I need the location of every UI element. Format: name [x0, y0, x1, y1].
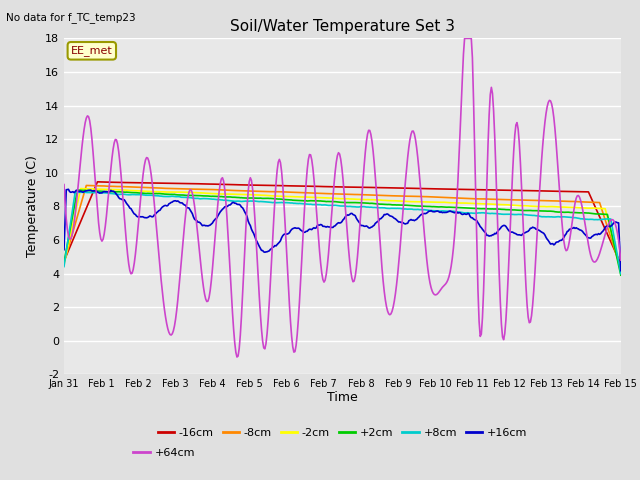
- -8cm: [617, 265, 625, 271]
- +16cm: [605, 223, 612, 228]
- +8cm: [518, 212, 525, 217]
- +8cm: [605, 216, 612, 222]
- -8cm: [60, 260, 68, 266]
- +64cm: [617, 257, 625, 263]
- +16cm: [329, 225, 337, 230]
- +16cm: [617, 268, 625, 274]
- -8cm: [83, 182, 90, 188]
- +16cm: [518, 232, 525, 238]
- +2cm: [605, 216, 612, 222]
- -16cm: [518, 188, 525, 193]
- -16cm: [617, 261, 625, 267]
- +64cm: [519, 209, 527, 215]
- -8cm: [393, 193, 401, 199]
- -16cm: [605, 234, 612, 240]
- +8cm: [326, 203, 333, 208]
- -8cm: [326, 191, 333, 196]
- +8cm: [60, 264, 68, 269]
- -16cm: [362, 184, 370, 190]
- -16cm: [60, 258, 68, 264]
- +2cm: [518, 207, 525, 213]
- +64cm: [362, 139, 370, 144]
- -8cm: [362, 192, 370, 198]
- -16cm: [393, 185, 401, 191]
- +8cm: [362, 204, 370, 210]
- +64cm: [606, 219, 614, 225]
- +64cm: [461, 36, 468, 41]
- -2cm: [362, 197, 370, 203]
- Line: +16cm: +16cm: [64, 189, 621, 271]
- +64cm: [329, 194, 337, 200]
- Line: -16cm: -16cm: [64, 182, 621, 264]
- X-axis label: Time: Time: [327, 391, 358, 404]
- Line: +8cm: +8cm: [64, 192, 621, 274]
- -2cm: [605, 219, 612, 225]
- Y-axis label: Temperature (C): Temperature (C): [26, 156, 40, 257]
- -8cm: [329, 191, 337, 197]
- +16cm: [60, 247, 68, 252]
- -2cm: [326, 195, 333, 201]
- +2cm: [393, 202, 401, 208]
- Line: -2cm: -2cm: [64, 189, 621, 270]
- +16cm: [393, 217, 401, 223]
- Line: +2cm: +2cm: [64, 190, 621, 275]
- +64cm: [233, 354, 241, 360]
- Text: No data for f_TC_temp23: No data for f_TC_temp23: [6, 12, 136, 23]
- -16cm: [329, 184, 337, 190]
- Title: Soil/Water Temperature Set 3: Soil/Water Temperature Set 3: [230, 20, 455, 35]
- -2cm: [329, 195, 337, 201]
- +64cm: [60, 182, 68, 188]
- +8cm: [617, 271, 625, 276]
- -2cm: [77, 186, 84, 192]
- +64cm: [326, 238, 333, 244]
- +16cm: [326, 224, 333, 230]
- -8cm: [605, 228, 612, 233]
- +16cm: [65, 186, 72, 192]
- +8cm: [329, 203, 337, 208]
- Line: +64cm: +64cm: [64, 38, 621, 357]
- Text: EE_met: EE_met: [71, 45, 113, 56]
- +2cm: [326, 199, 333, 204]
- +2cm: [329, 199, 337, 204]
- -16cm: [93, 179, 101, 185]
- +2cm: [362, 200, 370, 206]
- +64cm: [393, 282, 401, 288]
- Legend: +64cm: +64cm: [129, 444, 200, 463]
- +2cm: [617, 272, 625, 278]
- -8cm: [518, 197, 525, 203]
- +8cm: [393, 205, 401, 211]
- Line: -8cm: -8cm: [64, 185, 621, 268]
- -2cm: [617, 267, 625, 273]
- +16cm: [362, 223, 370, 229]
- -2cm: [393, 198, 401, 204]
- -16cm: [326, 184, 333, 190]
- +8cm: [76, 189, 83, 195]
- -2cm: [60, 262, 68, 267]
- -2cm: [518, 203, 525, 209]
- +2cm: [75, 187, 83, 193]
- +2cm: [60, 260, 68, 265]
